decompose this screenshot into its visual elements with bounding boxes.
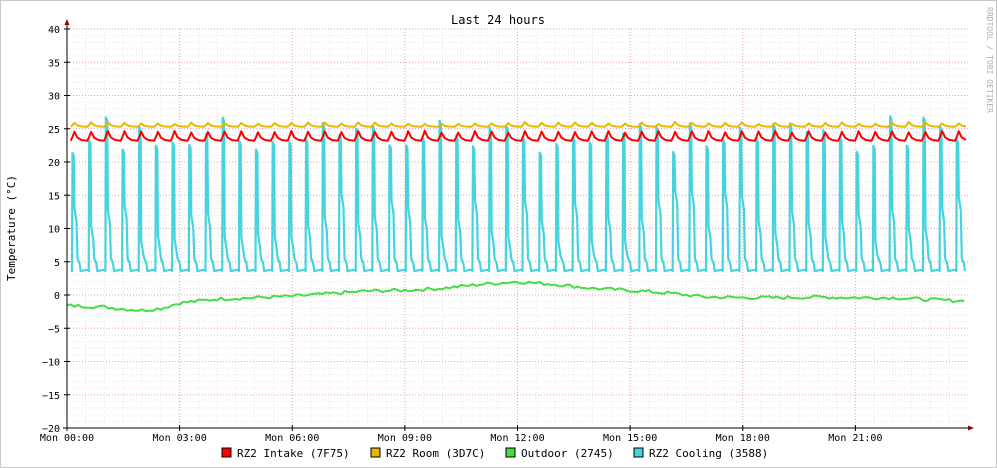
- x-tick-label: Mon 18:00: [716, 433, 770, 444]
- series-lines: [66, 115, 967, 313]
- y-tick-label: 30: [48, 92, 60, 103]
- y-tick-label: 25: [48, 125, 60, 136]
- x-tick-label: Mon 09:00: [378, 433, 432, 444]
- y-tick-label: −20: [42, 424, 60, 435]
- y-tick-label: 15: [48, 191, 60, 202]
- y-tick-label: −5: [48, 324, 60, 335]
- series-line: [70, 115, 967, 273]
- y-tick-label: −15: [42, 391, 60, 402]
- watermark: RRDTOOL / TOBI OETIKER: [985, 7, 994, 113]
- legend-swatch: [633, 447, 644, 458]
- y-axis-label: Temperature (°C): [5, 175, 18, 281]
- x-tick-label: Mon 12:00: [490, 433, 544, 444]
- axes: [63, 19, 974, 431]
- y-tick-label: −10: [42, 358, 60, 369]
- y-tick-label: 5: [54, 258, 60, 269]
- x-tick-label: Mon 00:00: [40, 433, 94, 444]
- legend-label: RZ2 Intake (7F75): [237, 447, 350, 460]
- y-tick-label: 0: [54, 291, 60, 302]
- x-tick-label: Mon 21:00: [828, 433, 882, 444]
- legend-label: RZ2 Cooling (3588): [649, 447, 768, 460]
- chart-title: Last 24 hours: [451, 13, 545, 27]
- y-tick-label: 35: [48, 58, 60, 69]
- x-tick-label: Mon 15:00: [603, 433, 657, 444]
- legend-swatch: [370, 447, 381, 458]
- y-axis-arrow-icon: [64, 19, 70, 25]
- grid: [67, 28, 968, 429]
- y-tick-label: 10: [48, 225, 60, 236]
- x-tick-labels: Mon 00:00 Mon 03:00 Mon 06:00 Mon 09:00 Mon …: [40, 425, 882, 444]
- series-line: [66, 280, 965, 313]
- y-tick-label: 40: [48, 25, 60, 36]
- y-tick-labels: 40 35 30 25 20 15 10 5 0 −5 −10 −15 −20: [42, 25, 70, 435]
- x-tick-label: Mon 03:00: [153, 433, 207, 444]
- series-line: [69, 129, 967, 142]
- legend-swatch: [505, 447, 516, 458]
- legend-swatch: [221, 447, 232, 458]
- x-axis-arrow-icon: [968, 425, 974, 431]
- y-tick-label: 20: [48, 158, 60, 169]
- x-tick-label: Mon 06:00: [265, 433, 319, 444]
- series-line: [70, 121, 967, 128]
- legend-label: RZ2 Room (3D7C): [386, 447, 485, 460]
- legend: RZ2 Intake (7F75) RZ2 Room (3D7C) Outdoor …: [221, 447, 768, 460]
- legend-label: Outdoor (2745): [521, 447, 614, 460]
